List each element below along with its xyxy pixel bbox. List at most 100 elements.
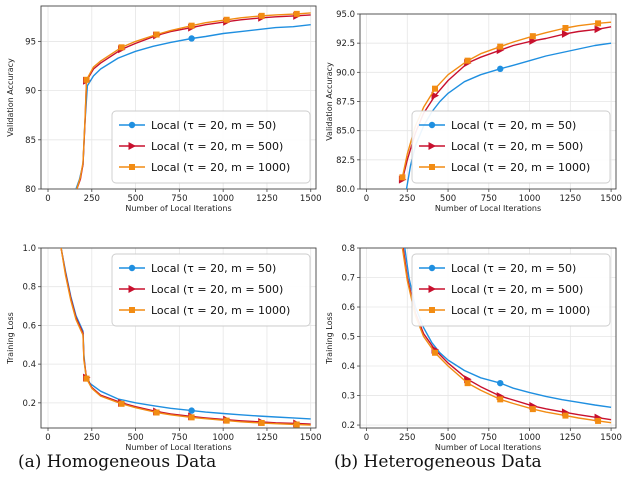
x-tick-label: 1500 bbox=[600, 433, 622, 443]
x-tick-label: 0 bbox=[364, 433, 369, 443]
legend-marker-m500 bbox=[428, 285, 436, 293]
legend-marker-m50 bbox=[428, 121, 436, 129]
caption-homogeneous: (a) Homogeneous Data bbox=[18, 452, 217, 472]
y-tick-label: 0.2 bbox=[22, 399, 36, 409]
legend-marker-m1000 bbox=[129, 164, 135, 170]
y-tick-label: 0.6 bbox=[22, 321, 36, 331]
axes-frame bbox=[40, 5, 317, 190]
x-tick-label: 750 bbox=[171, 433, 187, 443]
legend-label-m50: Local (τ = 20, m = 50) bbox=[151, 262, 276, 275]
data-point-m1000 bbox=[595, 20, 602, 27]
chart-b-bottom: 0 250 500 750 1000 1250 1500 0.2 0.3 0.4 0.5 0.6 0.7… bbox=[325, 244, 622, 452]
data-point-m500 bbox=[561, 29, 570, 38]
x-tick-label: 1250 bbox=[256, 433, 278, 443]
x-tick-label: 1000 bbox=[212, 194, 234, 204]
x-tick-label: 1500 bbox=[600, 194, 622, 204]
x-tick-label: 750 bbox=[481, 433, 497, 443]
x-tick-label: 0 bbox=[45, 433, 50, 443]
axes-frame bbox=[40, 247, 317, 429]
data-point-m1000 bbox=[432, 349, 439, 356]
data-point-m1000 bbox=[83, 76, 90, 83]
legend-marker-m1000 bbox=[129, 307, 135, 313]
chart-a-top: 0 250 500 750 1000 1250 1500 80 85 90 95 Number of … bbox=[6, 5, 322, 213]
data-point-m1000 bbox=[258, 12, 265, 19]
y-tick-label: 82.5 bbox=[336, 156, 355, 166]
data-point-m1000 bbox=[118, 400, 125, 407]
data-point-m1000 bbox=[497, 396, 504, 403]
legend: Local (τ = 20, m = 50) Local (τ = 20, m =… bbox=[411, 253, 611, 327]
plot-area bbox=[60, 248, 311, 428]
legend-label-m50: Local (τ = 20, m = 50) bbox=[151, 119, 276, 132]
x-tick-label: 0 bbox=[364, 194, 369, 204]
y-tick-label: 0.8 bbox=[341, 244, 355, 254]
data-point-m1000 bbox=[529, 406, 536, 413]
y-tick-label: 90.0 bbox=[336, 68, 355, 78]
legend-label-m50: Local (τ = 20, m = 50) bbox=[451, 262, 576, 275]
x-tick-label: 250 bbox=[399, 194, 415, 204]
y-tick-label: 95.0 bbox=[336, 10, 355, 20]
data-point-m1000 bbox=[223, 16, 230, 23]
x-tick-label: 1250 bbox=[560, 433, 582, 443]
x-tick-label: 750 bbox=[481, 194, 497, 204]
x-tick-label: 500 bbox=[440, 433, 456, 443]
y-tick-label: 0.2 bbox=[341, 421, 355, 431]
legend-marker-m500 bbox=[128, 142, 136, 150]
series-line-m500 bbox=[60, 248, 311, 425]
legend-marker-m50 bbox=[128, 121, 136, 129]
legend-marker-m50 bbox=[128, 264, 136, 272]
legend-label-m1000: Local (τ = 20, m = 1000) bbox=[151, 161, 290, 174]
data-point-m500 bbox=[594, 25, 603, 34]
data-point-m1000 bbox=[118, 44, 125, 51]
x-tick-label: 0 bbox=[45, 194, 50, 204]
data-point-m1000 bbox=[153, 31, 160, 38]
data-point-m50 bbox=[497, 65, 504, 73]
data-point-m1000 bbox=[464, 380, 471, 387]
x-tick-label: 750 bbox=[171, 194, 187, 204]
data-point-m1000 bbox=[188, 22, 195, 29]
data-point-m1000 bbox=[595, 417, 602, 424]
y-axis-title: Validation Accuracy bbox=[6, 58, 15, 137]
data-point-m1000 bbox=[432, 85, 439, 92]
legend-box bbox=[111, 253, 311, 327]
legend: Local (τ = 20, m = 50) Local (τ = 20, m =… bbox=[411, 110, 611, 184]
legend-marker-m1000 bbox=[429, 164, 435, 170]
y-tick-label: 0.6 bbox=[341, 303, 355, 313]
x-tick-label: 500 bbox=[440, 194, 456, 204]
x-tick-label: 1250 bbox=[256, 194, 278, 204]
y-tick-label: 0.8 bbox=[22, 283, 36, 293]
x-axis-title: Number of Local Iterations bbox=[435, 204, 541, 213]
series-line-m1000 bbox=[60, 248, 311, 426]
x-axis-title: Number of Local Iterations bbox=[125, 443, 231, 452]
data-point-m50 bbox=[497, 379, 504, 387]
y-tick-label: 0.4 bbox=[22, 360, 36, 370]
data-point-m1000 bbox=[562, 25, 569, 31]
y-tick-label: 0.4 bbox=[341, 362, 355, 372]
data-point-m500 bbox=[431, 91, 440, 100]
y-tick-label: 85.0 bbox=[336, 127, 355, 137]
data-point-m1000 bbox=[464, 57, 471, 64]
legend: Local (τ = 20, m = 50) Local (τ = 20, m =… bbox=[111, 253, 311, 327]
x-tick-label: 1500 bbox=[300, 433, 322, 443]
y-tick-label: 92.5 bbox=[336, 39, 355, 49]
legend-label-m500: Local (τ = 20, m = 500) bbox=[451, 140, 583, 153]
y-tick-label: 1.0 bbox=[22, 244, 36, 254]
y-tick-label: 0.7 bbox=[341, 274, 355, 284]
y-tick-label: 0.5 bbox=[341, 333, 355, 343]
legend-label-m50: Local (τ = 20, m = 50) bbox=[451, 119, 576, 132]
legend-marker-m500 bbox=[128, 285, 136, 293]
data-point-m1000 bbox=[153, 409, 160, 416]
y-tick-label: 90 bbox=[25, 87, 36, 97]
chart-a-bottom: 0 250 500 750 1000 1250 1500 0.2 0.4 0.6 0.8 1.0 Num… bbox=[6, 244, 322, 452]
data-point-m1000 bbox=[83, 375, 90, 382]
legend-marker-m50 bbox=[428, 264, 436, 272]
y-tick-label: 80 bbox=[25, 185, 36, 195]
x-tick-label: 1500 bbox=[300, 194, 322, 204]
y-tick-label: 95 bbox=[25, 37, 36, 47]
x-axis-title: Number of Local Iterations bbox=[435, 443, 541, 452]
x-tick-label: 1250 bbox=[560, 194, 582, 204]
data-point-m1000 bbox=[529, 33, 536, 40]
x-tick-label: 500 bbox=[127, 433, 143, 443]
legend-marker-m500 bbox=[428, 142, 436, 150]
legend-label-m500: Local (τ = 20, m = 500) bbox=[151, 283, 283, 296]
legend-box bbox=[411, 110, 611, 184]
